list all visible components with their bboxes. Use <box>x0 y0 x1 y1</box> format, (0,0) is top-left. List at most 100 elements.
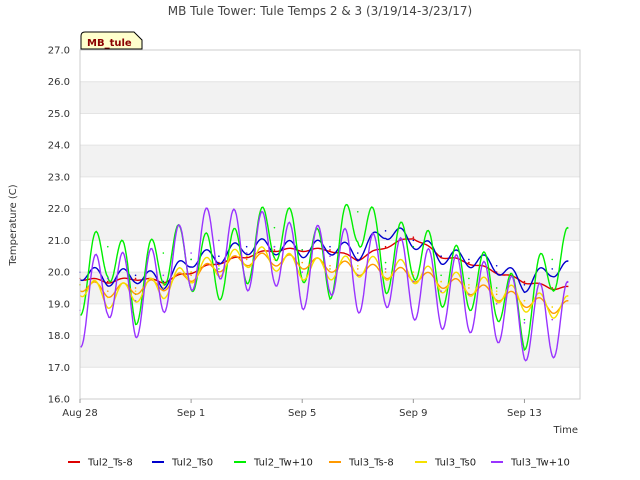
data-point <box>440 280 442 283</box>
data-point <box>245 258 248 261</box>
series-Tul3_Ts-8 <box>79 252 569 315</box>
data-point <box>551 258 554 261</box>
data-point <box>356 274 359 277</box>
data-point <box>106 290 109 292</box>
data-point <box>440 290 442 292</box>
legend-label: Tul2_Ts0 <box>171 458 213 469</box>
data-point <box>245 245 248 248</box>
data-point <box>412 271 415 273</box>
station-badge: MB_tule <box>80 31 143 50</box>
data-point <box>384 261 387 264</box>
y-tick-label: 22.0 <box>48 204 70 215</box>
data-point <box>301 261 304 264</box>
data-point <box>523 299 526 302</box>
y-axis-title: Temperature (C) <box>8 184 19 266</box>
y-tick-label: 25.0 <box>48 109 70 120</box>
legend: Tul2_Ts-8 Tul2_Ts0 Tul2_Tw+10 Tul3_Ts-8 Tul3… <box>68 458 570 469</box>
chart-title: MB Tule Tower: Tule Temps 2 & 3 (3/19/14… <box>168 4 472 18</box>
data-point <box>273 226 276 229</box>
data-point <box>356 252 359 254</box>
data-point <box>523 280 526 283</box>
data-point <box>356 264 359 267</box>
data-point <box>329 268 331 270</box>
data-point <box>218 264 220 267</box>
y-tick-label: 23.0 <box>48 172 70 183</box>
data-point <box>495 303 498 305</box>
data-point <box>329 249 331 251</box>
data-point <box>495 287 498 289</box>
grid-band <box>80 335 580 368</box>
data-point <box>468 293 470 296</box>
data-point <box>273 249 276 251</box>
x-axis-title: Time <box>553 425 578 436</box>
data-point <box>245 252 248 254</box>
grid-band <box>80 145 580 177</box>
data-point <box>301 268 304 270</box>
data-point <box>468 287 470 289</box>
legend-label: Tul2_Ts-8 <box>87 458 133 469</box>
data-point <box>495 293 498 296</box>
y-tick-label: 26.0 <box>48 77 70 88</box>
grid-band <box>80 208 580 241</box>
y-tick-label: 16.0 <box>48 395 70 406</box>
legend-label: Tul2_Tw+10 <box>253 458 313 469</box>
data-point <box>162 274 165 277</box>
data-point <box>301 271 304 273</box>
data-point <box>218 268 220 270</box>
data-point <box>468 261 470 264</box>
data-point <box>162 283 165 286</box>
data-point <box>523 283 526 286</box>
data-point <box>218 255 220 258</box>
data-point <box>495 264 498 267</box>
series-line <box>79 203 569 352</box>
x-tick-label: Aug 28 <box>62 408 97 419</box>
legend-label: Tul3_Ts-8 <box>348 458 394 469</box>
x-tick-labels: Aug 28 Sep 1 Sep 5 Sep 9 Sep 13 <box>62 399 542 419</box>
data-point <box>440 274 442 277</box>
data-point <box>412 245 415 248</box>
data-point <box>273 245 276 248</box>
data-point <box>190 271 192 273</box>
data-point <box>384 245 387 248</box>
x-tick-label: Sep 5 <box>288 408 316 419</box>
data-point <box>134 290 137 292</box>
series-line <box>79 246 569 319</box>
data-point <box>134 277 137 280</box>
x-tick-label: Sep 1 <box>177 408 205 419</box>
data-point <box>551 268 554 270</box>
data-point <box>412 236 415 238</box>
data-point <box>523 318 526 321</box>
data-point <box>440 255 442 258</box>
badge-label: MB_tule <box>87 38 132 49</box>
data-point <box>523 322 526 324</box>
data-point <box>551 318 554 321</box>
data-point <box>356 268 359 270</box>
data-point <box>190 258 192 261</box>
data-point <box>218 239 220 242</box>
data-point <box>106 277 109 280</box>
y-tick-labels: 16.0 17.0 18.0 19.0 20.0 21.0 22.0 23.0 24.0 25.0… <box>48 46 70 406</box>
y-tick-label: 18.0 <box>48 331 70 342</box>
data-point <box>162 252 165 254</box>
data-point <box>106 245 109 248</box>
legend-label: Tul3_Ts0 <box>434 458 476 469</box>
grid-band <box>80 81 580 114</box>
data-point <box>134 287 137 289</box>
y-tick-label: 19.0 <box>48 299 70 310</box>
series-Tul3_Ts0 <box>79 246 569 319</box>
data-point <box>329 264 331 267</box>
data-point <box>245 255 248 258</box>
data-point <box>134 274 137 277</box>
data-point <box>468 283 470 286</box>
badge-shape <box>80 31 143 50</box>
data-point <box>412 274 415 277</box>
data-point <box>162 287 165 289</box>
data-point <box>356 211 359 213</box>
x-tick-label: Sep 9 <box>399 408 427 419</box>
series-layer <box>79 203 569 362</box>
data-point <box>384 230 387 232</box>
data-point <box>384 271 387 273</box>
data-point <box>468 277 470 280</box>
data-point <box>106 296 109 299</box>
